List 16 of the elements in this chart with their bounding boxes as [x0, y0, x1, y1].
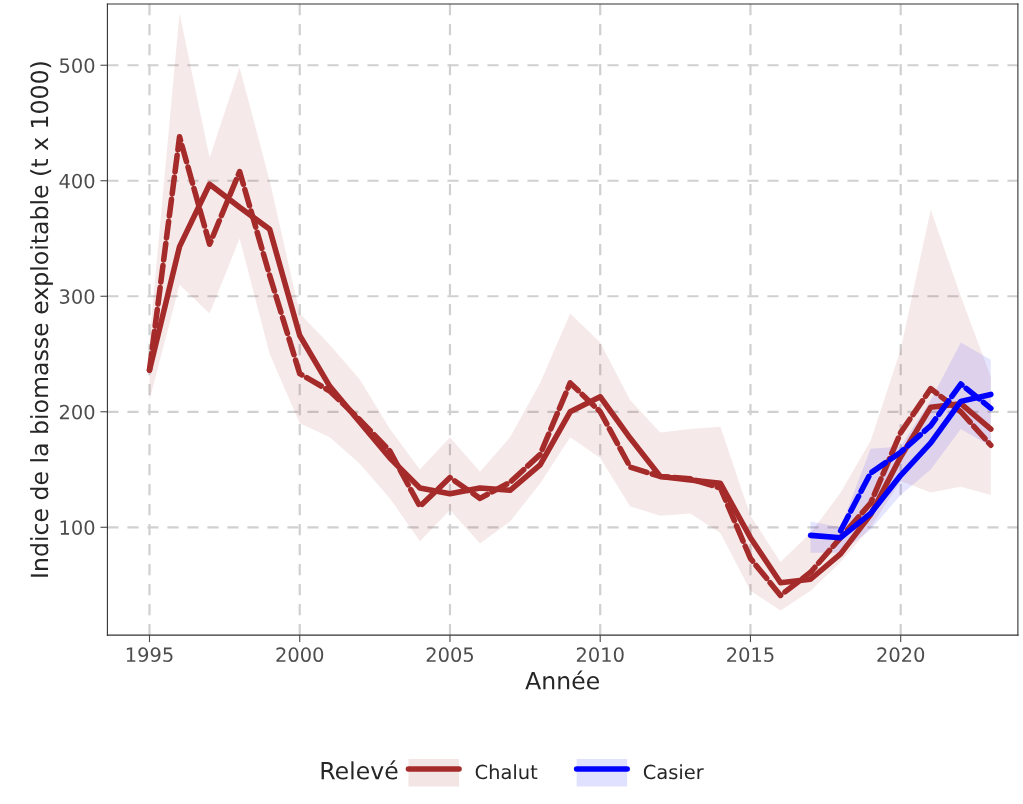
x-tick-label: 2010: [576, 647, 624, 663]
x-tick-label: 2020: [877, 647, 925, 663]
x-tick-label: 1995: [126, 647, 173, 663]
legend-label: Chalut: [475, 764, 538, 780]
x-tick-label: 2005: [426, 647, 474, 663]
x-tick-label: 2000: [276, 647, 324, 663]
legend-title: Relevé: [321, 760, 398, 780]
y-tick-label: 200: [59, 404, 95, 420]
y-tick-label: 100: [60, 520, 95, 535]
x-axis-title: Année: [525, 670, 599, 690]
y-tick-label: 300: [59, 289, 95, 304]
y-tick-label: 500: [60, 58, 95, 73]
y-tick-label: 400: [59, 173, 95, 189]
y-axis-title: Indice de la biomasse exploitable (t x 1000): [30, 62, 53, 577]
x-tick-label: 2015: [727, 647, 774, 663]
legend-label: Casier: [643, 764, 704, 780]
